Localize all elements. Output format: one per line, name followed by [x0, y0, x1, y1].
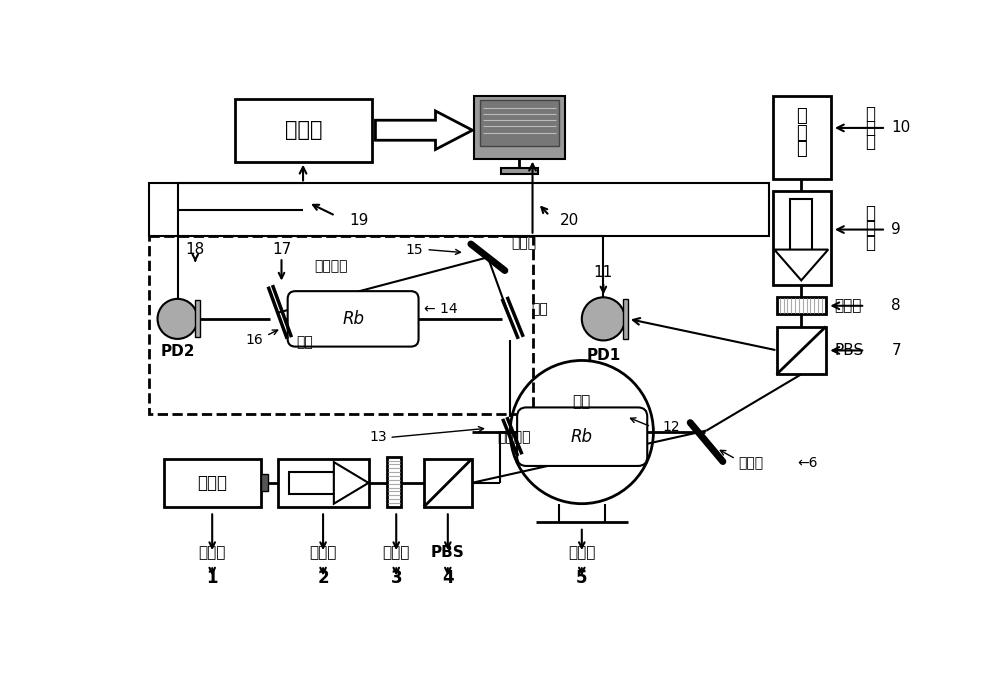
Polygon shape: [375, 111, 472, 150]
Text: 隔离器: 隔离器: [309, 545, 337, 560]
Text: 半透半反: 半透半反: [314, 259, 347, 274]
Text: 半透半反: 半透半反: [497, 430, 531, 445]
Text: 5: 5: [576, 569, 588, 588]
Circle shape: [158, 299, 198, 339]
Bar: [289, 472, 334, 494]
Bar: [773, 191, 831, 285]
Text: 加热筒: 加热筒: [568, 545, 595, 560]
Text: 检测光: 检测光: [199, 545, 226, 560]
Bar: [387, 458, 401, 507]
Text: 9: 9: [891, 222, 901, 237]
Text: PBS: PBS: [834, 343, 864, 358]
Text: ← 14: ← 14: [424, 302, 458, 316]
Text: 示波器: 示波器: [285, 121, 323, 140]
Text: 18: 18: [186, 242, 205, 257]
Bar: [195, 300, 200, 337]
Text: Rb: Rb: [571, 428, 593, 445]
Text: 反射镜: 反射镜: [738, 456, 763, 470]
Bar: [164, 459, 261, 507]
Text: 隔: 隔: [865, 204, 875, 221]
Text: 光: 光: [865, 133, 875, 151]
Circle shape: [582, 298, 625, 340]
Bar: [261, 475, 268, 492]
Text: 浦: 浦: [865, 119, 875, 137]
Bar: [149, 236, 533, 414]
Text: PD2: PD2: [160, 344, 195, 359]
Text: 19: 19: [349, 213, 368, 228]
Text: PD1: PD1: [586, 347, 620, 362]
Text: 器: 器: [865, 234, 875, 253]
Text: 10: 10: [891, 121, 911, 136]
Text: 2: 2: [317, 569, 329, 588]
Text: ←6: ←6: [797, 456, 818, 470]
Text: 4: 4: [442, 569, 454, 588]
Text: 1: 1: [206, 569, 218, 588]
FancyBboxPatch shape: [288, 291, 419, 347]
Text: Rb: Rb: [342, 310, 364, 328]
Text: 气室: 气室: [573, 394, 591, 409]
Bar: [777, 298, 826, 314]
Text: 窗口: 窗口: [531, 302, 548, 316]
Text: 半波片: 半波片: [383, 545, 410, 560]
Bar: [278, 459, 369, 507]
Bar: [149, 183, 769, 236]
Bar: [501, 168, 538, 174]
FancyBboxPatch shape: [517, 407, 647, 466]
Text: 16: 16: [246, 333, 263, 347]
Polygon shape: [334, 462, 369, 504]
Bar: [777, 327, 826, 375]
Text: 12: 12: [663, 419, 680, 434]
Text: 7: 7: [891, 343, 901, 358]
Text: 光: 光: [796, 123, 807, 142]
Text: 20: 20: [560, 213, 579, 228]
Bar: [773, 95, 831, 178]
Text: 激: 激: [796, 108, 807, 125]
Text: 半波片: 半波片: [834, 298, 862, 313]
Text: 3: 3: [390, 569, 402, 588]
Bar: [424, 459, 472, 507]
Bar: [790, 199, 812, 254]
Text: 激光器: 激光器: [197, 474, 227, 492]
Bar: [480, 100, 559, 146]
Text: 泵: 泵: [865, 105, 875, 123]
Text: 17: 17: [272, 242, 291, 257]
Bar: [623, 299, 628, 339]
Bar: [235, 99, 372, 162]
Text: 13: 13: [369, 430, 387, 445]
Polygon shape: [774, 249, 828, 281]
Text: PBS: PBS: [431, 545, 465, 560]
Text: 11: 11: [594, 265, 613, 280]
Text: 15: 15: [405, 242, 423, 257]
Text: 离: 离: [865, 219, 875, 237]
Text: 8: 8: [891, 298, 901, 313]
Text: 反射镜: 反射镜: [511, 236, 536, 251]
Text: 器: 器: [796, 140, 807, 158]
Bar: [474, 95, 565, 159]
Text: 气室: 气室: [296, 335, 313, 349]
